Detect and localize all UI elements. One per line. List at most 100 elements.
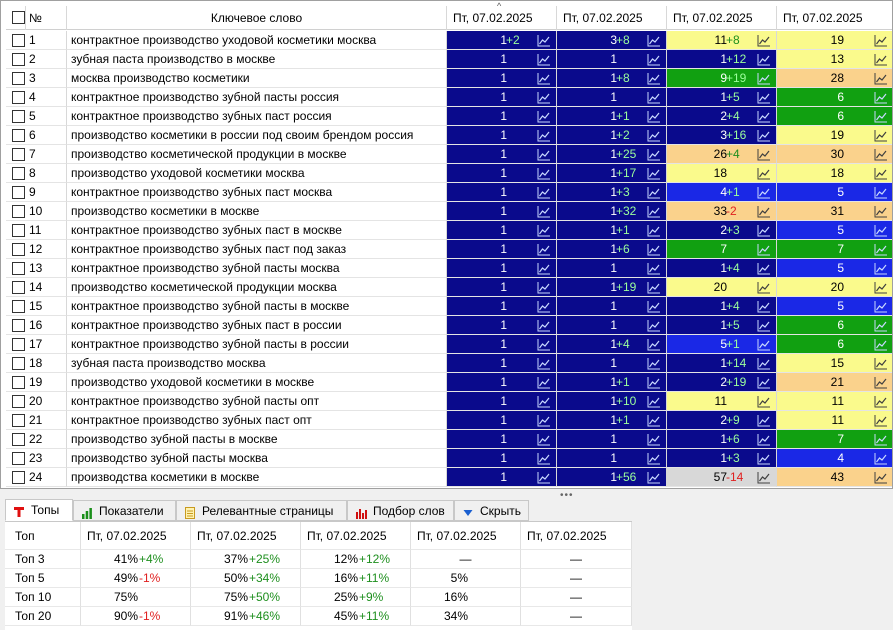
position-cell[interactable]: 1 +1: [557, 221, 667, 240]
table-row[interactable]: 22 производство зубной пасты в москве 1 1 1 +…: [6, 430, 892, 449]
row-checkbox[interactable]: [12, 53, 25, 66]
line-chart-icon[interactable]: [647, 205, 661, 218]
row-checkbox[interactable]: [12, 357, 25, 370]
line-chart-icon[interactable]: [537, 452, 551, 465]
line-chart-icon[interactable]: [874, 357, 888, 370]
line-chart-icon[interactable]: [757, 395, 771, 408]
row-select-cell[interactable]: 12: [6, 240, 67, 259]
table-row[interactable]: 21 контрактное производство зубных паст о…: [6, 411, 892, 430]
position-cell[interactable]: 1 +10: [557, 392, 667, 411]
line-chart-icon[interactable]: [647, 414, 661, 427]
row-select-cell[interactable]: 22: [6, 430, 67, 449]
line-chart-icon[interactable]: [874, 300, 888, 313]
line-chart-icon[interactable]: [647, 34, 661, 47]
row-select-cell[interactable]: 20: [6, 392, 67, 411]
line-chart-icon[interactable]: [647, 433, 661, 446]
row-select-cell[interactable]: 8: [6, 164, 67, 183]
position-cell[interactable]: 5 +1: [667, 335, 777, 354]
position-cell[interactable]: 1: [557, 259, 667, 278]
keyword-cell[interactable]: контрактное производство зубных паст рос…: [67, 107, 447, 126]
line-chart-icon[interactable]: [647, 224, 661, 237]
position-cell[interactable]: 1 +25: [557, 145, 667, 164]
position-cell[interactable]: 1 +4: [667, 297, 777, 316]
position-cell[interactable]: 11: [777, 392, 892, 411]
line-chart-icon[interactable]: [647, 72, 661, 85]
line-chart-icon[interactable]: [874, 433, 888, 446]
keyword-cell[interactable]: производство косметики в москве: [67, 202, 447, 221]
row-checkbox[interactable]: [12, 452, 25, 465]
row-checkbox[interactable]: [12, 433, 25, 446]
position-cell[interactable]: 19: [777, 31, 892, 50]
position-cell[interactable]: 7: [777, 430, 892, 449]
keyword-cell[interactable]: производство косметики в россии под свои…: [67, 126, 447, 145]
line-chart-icon[interactable]: [874, 53, 888, 66]
splitter-handle[interactable]: •••: [560, 490, 574, 501]
table-row[interactable]: 19 производство уходовой косметики в моск…: [6, 373, 892, 392]
header-keyword[interactable]: Ключевое слово: [67, 6, 447, 30]
position-cell[interactable]: 1 +1: [557, 373, 667, 392]
keyword-cell[interactable]: контрактное производство зубных паст под…: [67, 240, 447, 259]
keyword-cell[interactable]: производство косметической продукции мос…: [67, 278, 447, 297]
row-checkbox[interactable]: [12, 300, 25, 313]
position-cell[interactable]: 1: [557, 430, 667, 449]
position-cell[interactable]: 1 +1: [557, 107, 667, 126]
position-cell[interactable]: 1: [447, 278, 557, 297]
row-checkbox[interactable]: [12, 395, 25, 408]
position-cell[interactable]: 1: [447, 88, 557, 107]
line-chart-icon[interactable]: [647, 262, 661, 275]
line-chart-icon[interactable]: [647, 186, 661, 199]
keyword-cell[interactable]: производства косметики в москве: [67, 468, 447, 487]
position-cell[interactable]: 1: [447, 126, 557, 145]
line-chart-icon[interactable]: [757, 300, 771, 313]
position-cell[interactable]: 7: [667, 240, 777, 259]
line-chart-icon[interactable]: [757, 262, 771, 275]
row-checkbox[interactable]: [12, 148, 25, 161]
position-cell[interactable]: 18: [667, 164, 777, 183]
line-chart-icon[interactable]: [874, 471, 888, 484]
position-cell[interactable]: 26 +4: [667, 145, 777, 164]
header-num[interactable]: №: [26, 6, 67, 30]
line-chart-icon[interactable]: [874, 338, 888, 351]
line-chart-icon[interactable]: [647, 300, 661, 313]
header-checkbox-cell[interactable]: [6, 6, 26, 30]
position-cell[interactable]: 57 -14: [667, 468, 777, 487]
line-chart-icon[interactable]: [647, 91, 661, 104]
keyword-cell[interactable]: производство зубной пасты москва: [67, 449, 447, 468]
table-row[interactable]: 15 контрактное производство зубной пасты …: [6, 297, 892, 316]
position-cell[interactable]: 1: [447, 430, 557, 449]
position-cell[interactable]: 1: [557, 88, 667, 107]
position-cell[interactable]: 2 +4: [667, 107, 777, 126]
position-cell[interactable]: 1: [447, 69, 557, 88]
line-chart-icon[interactable]: [757, 414, 771, 427]
table-row[interactable]: 10 производство косметики в москве 1 1 +32 33…: [6, 202, 892, 221]
position-cell[interactable]: 1 +2: [557, 126, 667, 145]
line-chart-icon[interactable]: [647, 53, 661, 66]
row-select-cell[interactable]: 10: [6, 202, 67, 221]
line-chart-icon[interactable]: [757, 167, 771, 180]
position-cell[interactable]: 30: [777, 145, 892, 164]
keyword-cell[interactable]: контрактное производство зубной пасты в …: [67, 297, 447, 316]
keyword-cell[interactable]: контрактное производство уходовой космет…: [67, 31, 447, 50]
line-chart-icon[interactable]: [537, 34, 551, 47]
line-chart-icon[interactable]: [757, 281, 771, 294]
position-cell[interactable]: 11: [777, 411, 892, 430]
keyword-cell[interactable]: производство уходовой косметики в москве: [67, 373, 447, 392]
position-cell[interactable]: 1 +2: [447, 31, 557, 50]
tab-tops[interactable]: Топы: [5, 499, 73, 521]
row-checkbox[interactable]: [12, 72, 25, 85]
position-cell[interactable]: 11: [667, 392, 777, 411]
tab-word-selection[interactable]: Подбор слов: [347, 500, 454, 521]
position-cell[interactable]: 1 +4: [557, 335, 667, 354]
line-chart-icon[interactable]: [647, 167, 661, 180]
position-cell[interactable]: 1 +14: [667, 354, 777, 373]
position-cell[interactable]: 20: [777, 278, 892, 297]
row-checkbox[interactable]: [12, 262, 25, 275]
position-cell[interactable]: 19: [777, 126, 892, 145]
position-cell[interactable]: 5: [777, 297, 892, 316]
position-cell[interactable]: 7: [777, 240, 892, 259]
row-checkbox[interactable]: [12, 110, 25, 123]
position-cell[interactable]: 9 +19: [667, 69, 777, 88]
tab-indicators[interactable]: Показатели: [73, 500, 176, 521]
keyword-cell[interactable]: контрактное производство зубной пасты мо…: [67, 259, 447, 278]
line-chart-icon[interactable]: [537, 262, 551, 275]
